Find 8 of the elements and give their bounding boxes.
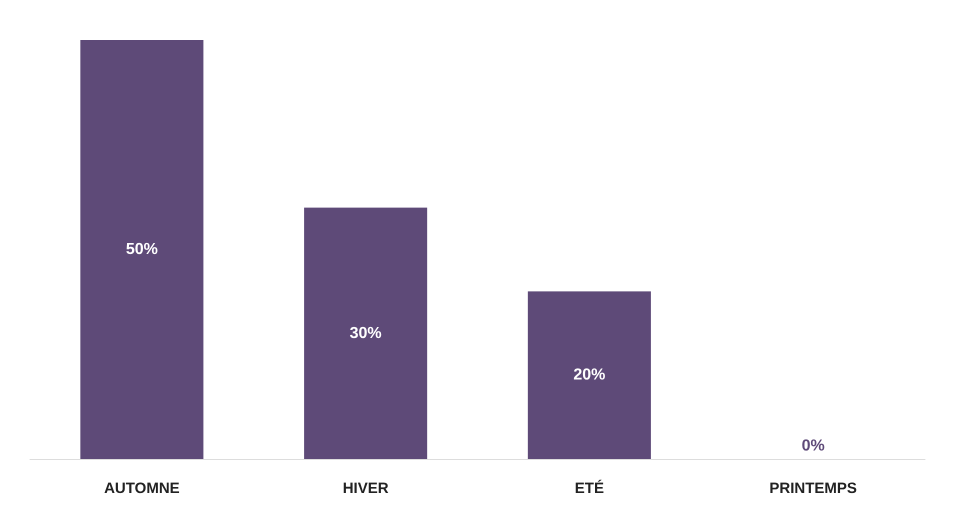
x-tick-label: PRINTEMPS bbox=[769, 480, 857, 497]
data-label: 50% bbox=[126, 241, 158, 258]
x-tick-label: ETÉ bbox=[574, 479, 604, 497]
data-label: 0% bbox=[802, 438, 825, 454]
data-label: 20% bbox=[573, 366, 606, 384]
x-tick-label: AUTOMNE bbox=[104, 480, 180, 497]
x-tick-label: HIVER bbox=[342, 480, 389, 497]
data-label: 30% bbox=[350, 324, 382, 342]
